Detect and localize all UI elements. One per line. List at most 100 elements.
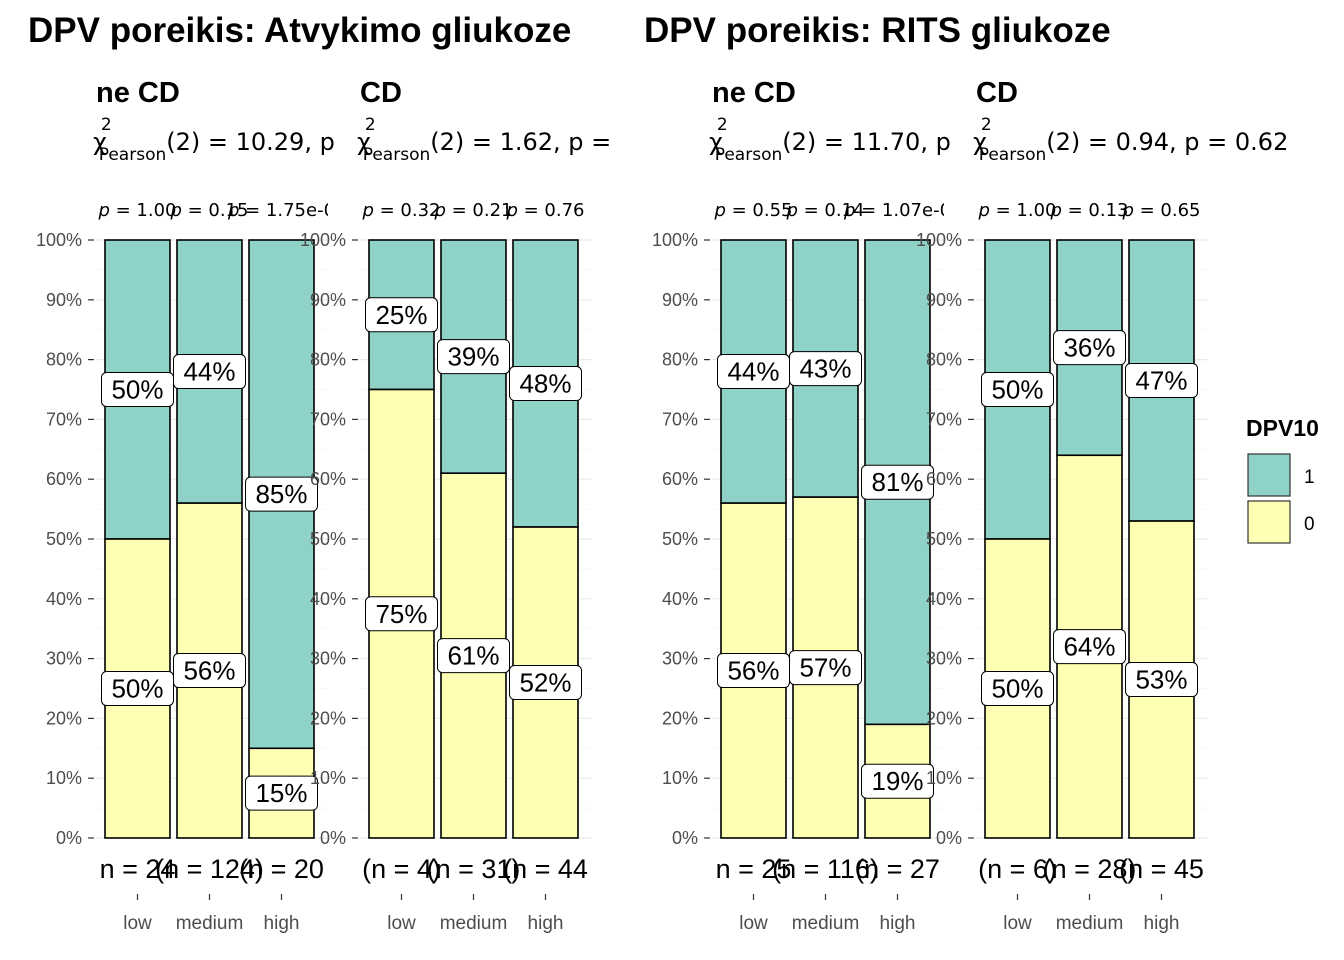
n-label: (n = 44 (503, 854, 588, 884)
y-tick-label: 100% (652, 230, 698, 250)
legend-title: DPV10 (1246, 415, 1319, 441)
panel-0: ne CD χ2 Pearson(2) = 10.29, p 0% 10% 20% 30% 4… (36, 77, 335, 934)
p-value-label: p = 0.65 (1121, 200, 1200, 221)
y-tick-label: 70% (310, 409, 346, 429)
data-label: 44% (727, 357, 779, 387)
data-label: 64% (1063, 632, 1115, 662)
stat-label: χ2 Pearson(2) = 10.29, p (93, 115, 335, 165)
y-tick-label: 70% (662, 409, 698, 429)
y-tick-label: 50% (310, 529, 346, 549)
n-label: (n = 31) (427, 854, 521, 884)
y-tick-label: 100% (300, 230, 346, 250)
data-label-box (789, 351, 862, 387)
y-tick-label: 80% (662, 350, 698, 370)
y-tick-label: 10% (662, 768, 698, 788)
data-label: 50% (111, 375, 163, 405)
p-value-label: p = 1.00 (977, 200, 1056, 221)
data-label-box (1053, 330, 1126, 366)
n-label: n = 24 (100, 854, 176, 884)
n-label: (n = 6) (978, 854, 1057, 884)
y-tick-label: 20% (310, 708, 346, 728)
data-label: 52% (519, 668, 571, 698)
x-tick-label: high (528, 913, 564, 934)
y-tick-label: 0% (936, 828, 962, 848)
n-label: n = 25 (716, 854, 792, 884)
y-tick-label: 90% (310, 290, 346, 310)
panel-3: CD χ2 Pearson(2) = 0.94, p = 0.62 0% 10% 20% 3… (916, 77, 1288, 934)
data-label: 48% (519, 369, 571, 399)
legend-swatch-0 (1247, 500, 1291, 544)
data-label: 39% (447, 342, 499, 372)
n-label: (n = 27 (855, 854, 940, 884)
y-tick-label: 90% (662, 290, 698, 310)
x-tick-label: medium (176, 913, 244, 934)
y-tick-label: 80% (310, 350, 346, 370)
panel-subtitle: ne CD (96, 77, 180, 109)
y-tick-label: 90% (926, 290, 962, 310)
p-value-label: p = 0.14 (785, 200, 864, 221)
stat-label: χ2 Pearson(2) = 1.62, p = (357, 115, 611, 165)
x-tick-label: low (387, 913, 416, 934)
data-label-box (437, 339, 510, 375)
p-value-label: p = 0.13 (1049, 200, 1128, 221)
y-tick-label: 10% (46, 768, 82, 788)
data-label: 50% (991, 674, 1043, 704)
p-value-label: p = 0.15 (169, 200, 248, 221)
x-tick-label: high (880, 913, 916, 934)
y-tick-label: 0% (320, 828, 346, 848)
data-label: 36% (1063, 333, 1115, 363)
data-label: 19% (871, 766, 923, 796)
p-value-label: p = 0.76 (505, 200, 584, 221)
y-tick-label: 90% (46, 290, 82, 310)
x-tick-label: medium (1056, 913, 1124, 934)
data-label-box (981, 372, 1054, 407)
y-tick-label: 60% (926, 469, 962, 489)
n-label: (n = 124) (155, 854, 264, 884)
panel-2: ne CD χ2 Pearson(2) = 11.70, p 0% 10% 20% 30% 4… (652, 77, 951, 934)
y-tick-label: 80% (926, 350, 962, 370)
n-label: (n = 28) (1043, 854, 1137, 884)
y-tick-label: 0% (672, 828, 698, 848)
data-label-box (1053, 629, 1126, 665)
chart-title-left: DPV poreikis: Atvykimo gliukoze (28, 11, 571, 50)
n-label: (n = 4) (362, 854, 441, 884)
y-tick-label: 60% (310, 469, 346, 489)
data-label-box (1125, 662, 1198, 698)
data-label-box (861, 763, 934, 799)
data-label-box (789, 650, 862, 686)
n-label: (n = 45 (1119, 854, 1204, 884)
y-tick-label: 30% (926, 649, 962, 669)
data-label: 57% (799, 653, 851, 683)
p-value-label: p = 1.00 (97, 200, 176, 221)
legend: DPV10 1 0 (1246, 415, 1319, 544)
data-label: 25% (375, 300, 427, 330)
x-tick-label: medium (440, 913, 508, 934)
y-tick-label: 50% (46, 529, 82, 549)
y-tick-label: 20% (926, 708, 962, 728)
stat-label: χ2 Pearson(2) = 11.70, p (709, 115, 951, 165)
data-label: 75% (375, 599, 427, 629)
p-value-label: p = 0.21 (433, 200, 512, 221)
data-label-box (509, 366, 582, 402)
x-tick-label: high (1144, 913, 1180, 934)
y-tick-label: 10% (926, 768, 962, 788)
data-label-box (173, 354, 246, 390)
data-label: 50% (111, 674, 163, 704)
y-tick-label: 100% (36, 230, 82, 250)
y-tick-label: 20% (662, 708, 698, 728)
data-label-box (365, 596, 438, 632)
p-value-label: p = 1.07e-0 (843, 200, 951, 221)
p-value-label: p = 1.75e-0 (227, 200, 335, 221)
y-tick-label: 30% (46, 649, 82, 669)
data-label-box (509, 665, 582, 701)
data-label: 50% (991, 375, 1043, 405)
data-label-box (245, 775, 318, 811)
data-label: 61% (447, 641, 499, 671)
data-label: 15% (255, 778, 307, 808)
x-tick-label: low (123, 913, 152, 934)
data-label-box (365, 297, 438, 333)
data-label: 53% (1135, 665, 1187, 695)
n-label: (n = 20 (239, 854, 324, 884)
data-label-box (245, 476, 318, 512)
